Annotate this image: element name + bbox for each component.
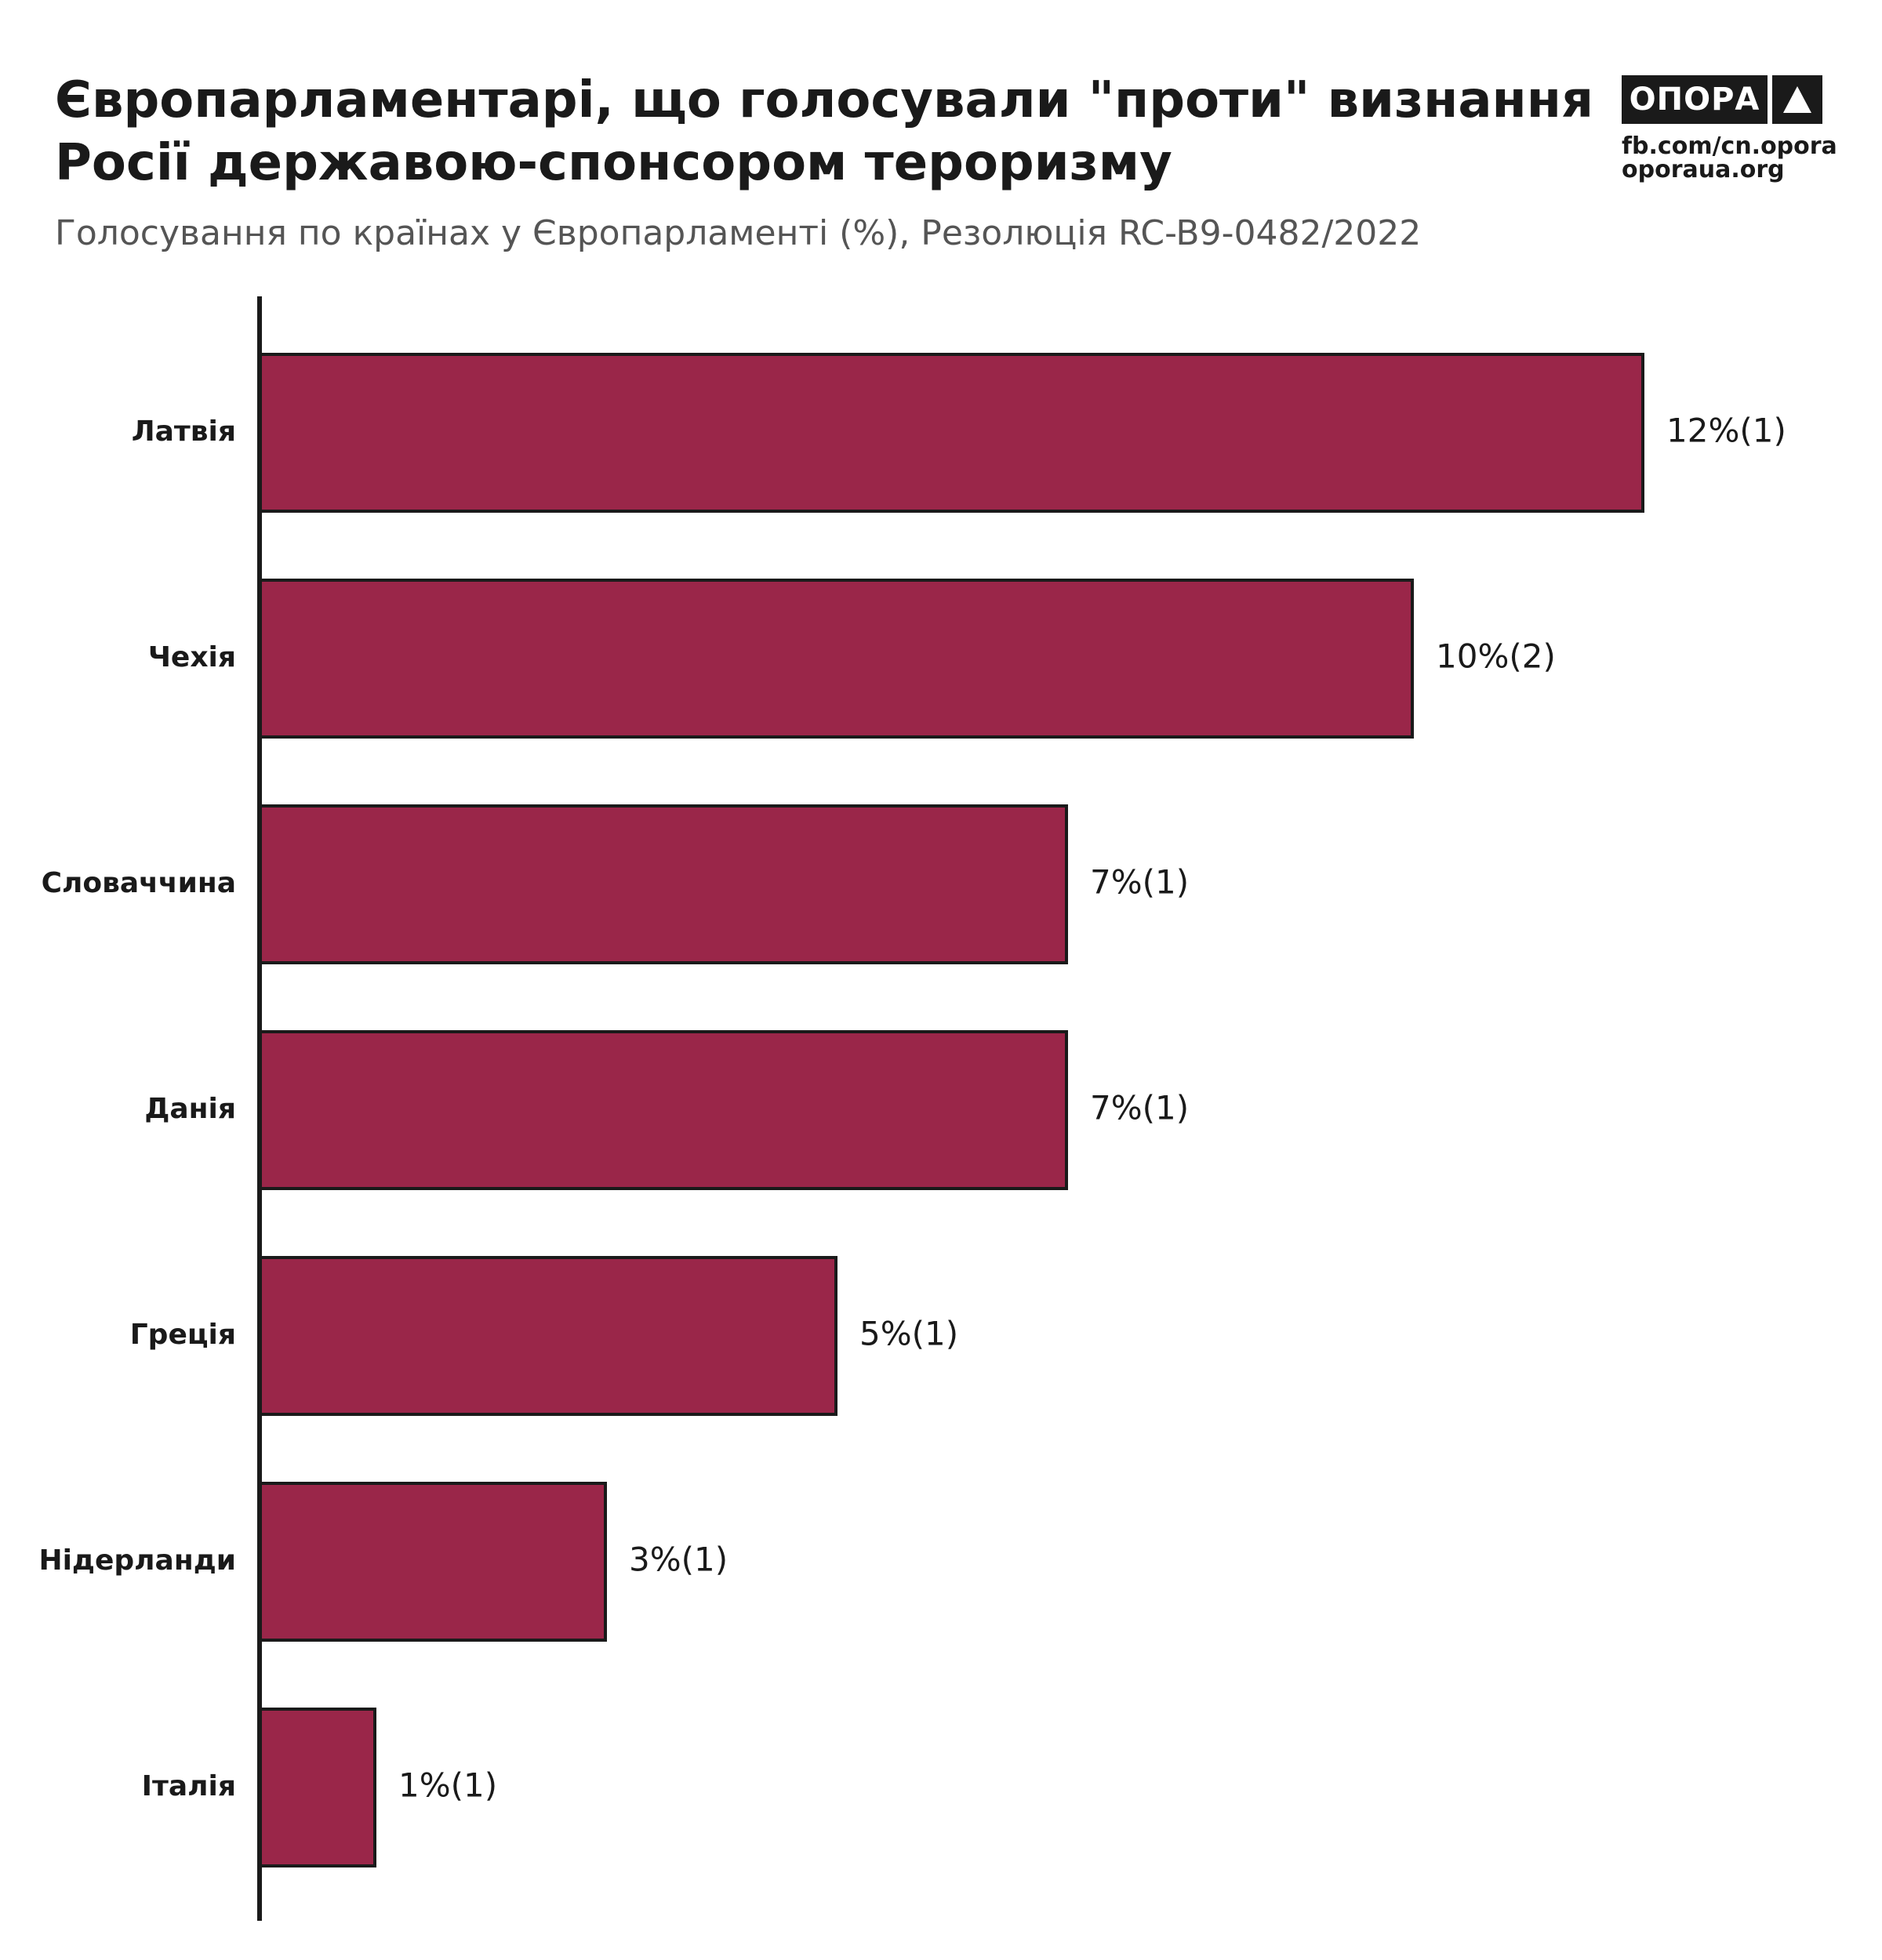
- triangle-icon: [1772, 75, 1822, 124]
- category-label: Данія: [144, 1093, 236, 1125]
- bar-3: [258, 1030, 1068, 1190]
- chart-title: Європарламентарі, що голосували "проти" …: [55, 71, 1594, 192]
- category-label: Словаччина: [42, 867, 236, 899]
- logo-website-link: oporaua.org: [1622, 156, 1785, 183]
- bar-1: [258, 579, 1414, 739]
- opora-logo: ОПОРА: [1622, 75, 1822, 124]
- bar-2: [258, 804, 1068, 964]
- category-label: Греція: [130, 1319, 236, 1351]
- data-label: 7%(1): [1090, 863, 1189, 902]
- bar-4: [258, 1256, 837, 1416]
- bar-0: [258, 353, 1644, 513]
- bar-6: [258, 1708, 376, 1867]
- data-label: 12%(1): [1666, 412, 1786, 450]
- logo-name: ОПОРА: [1622, 75, 1768, 124]
- bar-5: [258, 1482, 607, 1642]
- data-label: 1%(1): [398, 1766, 497, 1805]
- category-label: Нідерланди: [38, 1544, 236, 1577]
- data-label: 7%(1): [1090, 1089, 1189, 1127]
- data-label: 5%(1): [859, 1315, 958, 1353]
- data-label: 10%(2): [1436, 637, 1556, 676]
- data-label: 3%(1): [629, 1541, 728, 1579]
- category-label: Італія: [142, 1770, 236, 1802]
- category-label: Латвія: [132, 416, 236, 448]
- chart-subtitle: Голосування по країнах у Європарламенті …: [55, 213, 1422, 253]
- logo-facebook-link: fb.com/cn.opora: [1622, 132, 1837, 160]
- category-label: Чехія: [148, 641, 236, 673]
